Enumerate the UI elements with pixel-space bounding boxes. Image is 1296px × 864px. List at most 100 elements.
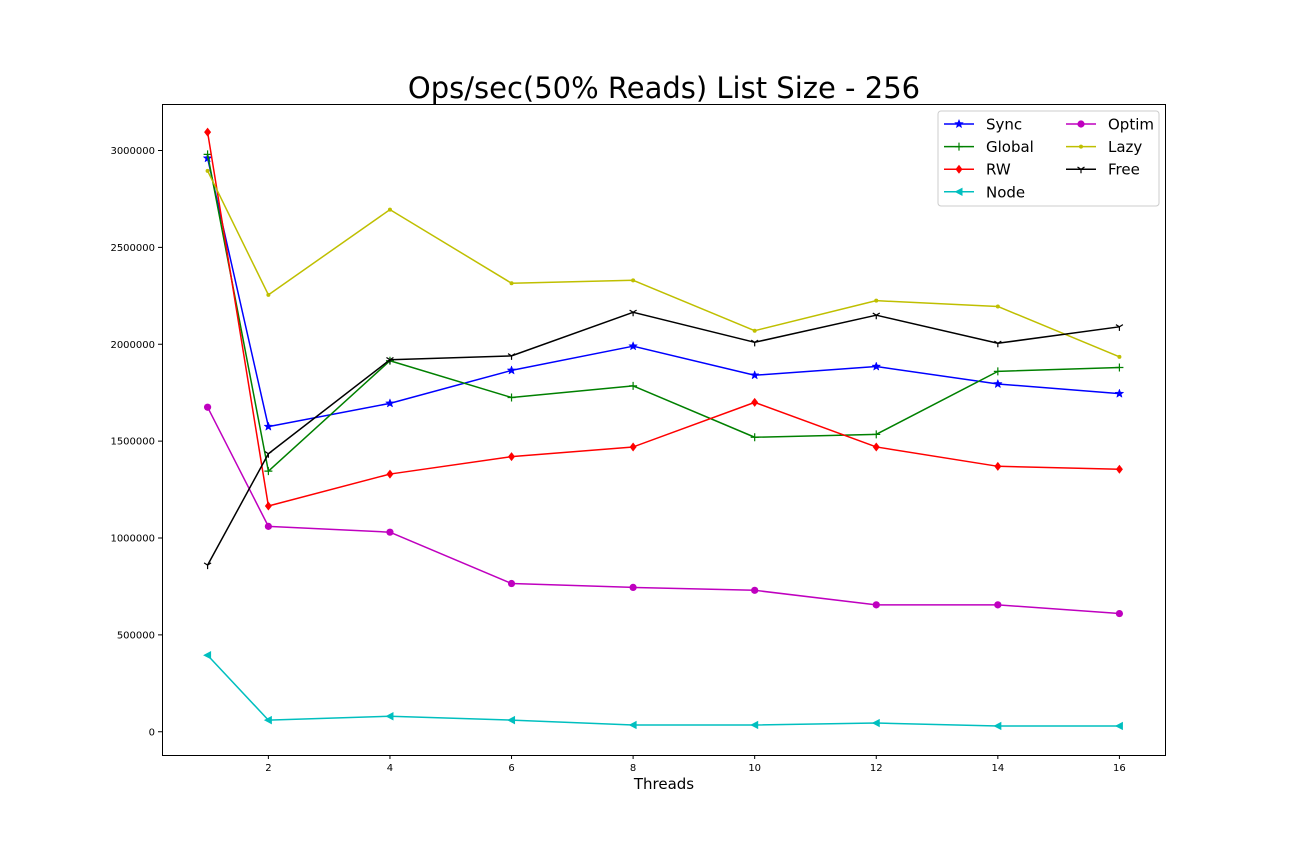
data-point: [1114, 388, 1125, 398]
data-point: [387, 207, 392, 212]
legend-entry-rw: RW: [944, 161, 1011, 179]
y-tick-label: 500000: [117, 630, 155, 641]
legend-entry-sync: Sync: [944, 116, 1022, 134]
x-tick-label: 16: [1113, 763, 1126, 774]
data-point: [872, 312, 881, 320]
x-axis: 2 4 6 8 10 12 14 16: [265, 755, 1126, 774]
data-point: [750, 433, 759, 442]
legend: Sync Global RW Node Optim Lazy Free: [937, 110, 1160, 207]
legend-label: RW: [986, 161, 1011, 179]
legend-label: Free: [1108, 161, 1140, 179]
data-point: [203, 651, 212, 660]
y-axis: 0 500000 1000000 1500000 2000000 2500000 30000…: [110, 146, 162, 738]
x-tick-label: 12: [870, 763, 883, 774]
data-point: [509, 281, 514, 286]
data-point: [752, 328, 757, 333]
data-point: [955, 142, 963, 151]
legend-label: Optim: [1108, 116, 1154, 134]
legend-label: Global: [986, 138, 1034, 156]
series-global: [203, 150, 1124, 476]
legend-entry-global: Global: [944, 138, 1034, 156]
x-tick-label: 14: [991, 763, 1004, 774]
y-tick-label: 1000000: [110, 534, 155, 545]
data-point: [507, 579, 516, 588]
data-point: [264, 451, 273, 458]
series-free: [203, 309, 1124, 570]
data-point: [871, 361, 882, 371]
series-layer: [202, 127, 1125, 731]
data-point: [204, 127, 212, 137]
series-lazy: [205, 168, 1122, 359]
data-point: [749, 370, 760, 380]
data-point: [992, 378, 1003, 389]
data-point: [954, 118, 964, 129]
legend-box: [937, 110, 1160, 207]
data-point: [994, 601, 1002, 609]
data-point: [264, 501, 272, 511]
x-tick-label: 4: [387, 763, 393, 774]
data-point: [507, 353, 516, 360]
data-point: [1115, 324, 1124, 331]
data-point: [386, 357, 394, 364]
data-point: [751, 586, 759, 594]
data-point: [263, 421, 274, 431]
data-point: [264, 467, 273, 476]
x-tick-label: 8: [630, 763, 636, 774]
legend-entry-free: Free: [1066, 161, 1140, 179]
legend-entry-lazy: Lazy: [1066, 138, 1142, 156]
data-point: [507, 393, 516, 402]
data-point: [995, 304, 1000, 309]
data-point: [386, 528, 394, 536]
plot-area: [162, 104, 1166, 756]
data-point: [872, 442, 880, 452]
legend-entry-node: Node: [944, 183, 1025, 201]
y-tick-label: 2500000: [110, 243, 155, 254]
data-point: [872, 430, 881, 439]
data-point: [1115, 363, 1124, 372]
data-point: [872, 601, 880, 609]
y-tick-label: 3000000: [110, 146, 155, 157]
series-node: [203, 651, 1123, 731]
data-point: [1079, 144, 1083, 149]
data-point: [203, 562, 212, 570]
data-point: [629, 583, 637, 592]
data-point: [628, 340, 639, 351]
data-point: [1115, 609, 1124, 618]
data-point: [203, 403, 212, 411]
data-point: [264, 522, 272, 530]
data-point: [263, 715, 272, 725]
data-point: [629, 442, 637, 452]
series-rw: [204, 127, 1123, 511]
chart-title: Ops/sec(50% Reads) List Size - 256: [408, 71, 920, 105]
data-point: [1077, 166, 1085, 174]
data-point: [874, 298, 879, 303]
data-point: [750, 720, 759, 730]
data-point: [631, 278, 636, 283]
data-point: [955, 164, 963, 174]
y-tick-label: 2000000: [110, 340, 155, 351]
legend-entry-optim: Optim: [1066, 116, 1154, 134]
data-point: [266, 292, 271, 297]
data-point: [628, 720, 637, 730]
x-tick-label: 10: [748, 763, 761, 774]
data-point: [385, 712, 394, 721]
series-line: [206, 406, 1120, 615]
legend-label: Lazy: [1108, 138, 1142, 156]
data-point: [1077, 120, 1085, 128]
data-point: [507, 715, 516, 725]
data-point: [993, 367, 1002, 376]
data-point: [994, 340, 1002, 348]
data-point: [386, 469, 394, 479]
data-point: [993, 721, 1002, 731]
series-line: [207, 654, 1120, 727]
data-point: [205, 168, 210, 173]
x-tick-label: 2: [265, 763, 271, 774]
data-point: [994, 461, 1002, 471]
x-tick-label: 6: [508, 763, 514, 774]
data-point: [1115, 464, 1123, 474]
data-point: [1114, 721, 1123, 731]
legend-label: Sync: [986, 116, 1022, 134]
y-tick-label: 0: [149, 727, 155, 738]
data-point: [954, 187, 963, 196]
